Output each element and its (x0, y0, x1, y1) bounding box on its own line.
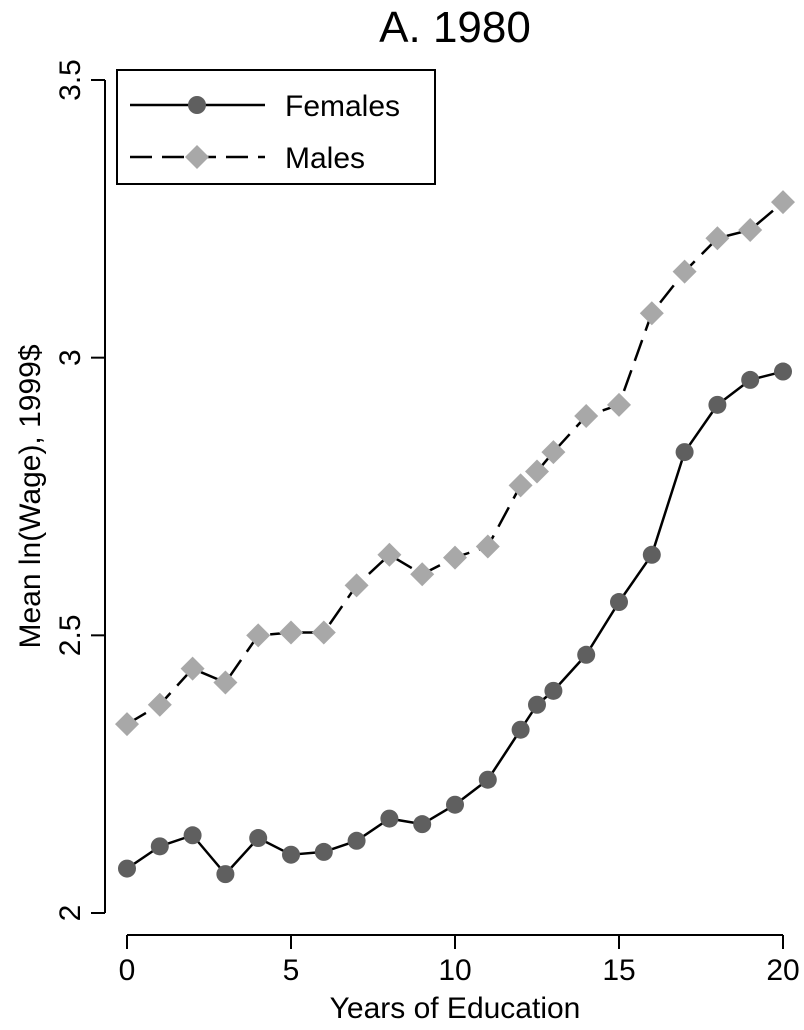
data-point-females (150, 837, 169, 856)
data-point-males (180, 656, 205, 681)
data-point-females (642, 545, 661, 564)
data-point-males (377, 542, 402, 567)
data-point-females (528, 695, 546, 714)
data-point-females (249, 829, 268, 848)
series-layer (115, 190, 795, 884)
data-point-males (443, 545, 467, 570)
data-point-females (544, 681, 563, 700)
axes: 2 2.5 3 3.5 0 5 10 15 20 (54, 59, 800, 987)
data-point-males (115, 712, 139, 737)
legend-marker-females (188, 96, 206, 114)
data-point-females (413, 815, 432, 834)
legend: Females Males (116, 69, 436, 185)
x-tick-label: 0 (119, 954, 136, 987)
y-tick-label: 2.5 (54, 614, 87, 656)
y-tick-label: 3.5 (54, 59, 87, 101)
data-point-females (774, 362, 792, 381)
y-tick-label: 3 (54, 349, 87, 366)
data-point-males (639, 301, 664, 326)
series-line-males (126, 201, 784, 726)
data-point-males (738, 217, 763, 242)
legend-marker-males (185, 145, 209, 169)
data-point-males (508, 473, 533, 498)
data-point-females (741, 370, 760, 389)
data-point-males (771, 190, 795, 215)
x-tick-label: 15 (602, 954, 635, 987)
data-point-males (213, 670, 238, 695)
x-axis-label: Years of Education (330, 992, 581, 1025)
series-males (115, 190, 795, 737)
x-tick-label: 5 (283, 954, 300, 987)
legend-box (116, 69, 436, 185)
data-point-males (541, 440, 566, 465)
legend-label-females: Females (285, 90, 400, 123)
data-point-females (118, 859, 136, 878)
series-line-females (126, 370, 784, 876)
data-point-males (607, 392, 631, 417)
data-point-females (282, 845, 300, 864)
y-axis-label: Mean ln(Wage), 1999$ (14, 344, 47, 648)
y-tick-label: 2 (54, 905, 87, 922)
data-point-females (675, 443, 694, 462)
data-point-females (380, 809, 399, 828)
data-point-females (708, 395, 727, 414)
data-point-males (475, 534, 500, 559)
x-tick-label: 10 (438, 954, 471, 987)
chart-title: A. 1980 (379, 3, 531, 52)
data-point-males (147, 692, 172, 717)
data-point-females (446, 795, 464, 814)
data-point-females (511, 720, 530, 739)
data-point-males (279, 620, 303, 645)
data-point-males (311, 620, 336, 645)
x-tick-label: 20 (766, 954, 799, 987)
data-point-males (344, 573, 369, 598)
data-point-females (610, 593, 628, 612)
data-point-females (478, 770, 497, 789)
data-point-males (672, 259, 697, 284)
data-point-males (246, 623, 271, 648)
data-point-males (525, 459, 549, 484)
data-point-females (347, 831, 366, 850)
data-point-females (314, 842, 333, 861)
data-point-females (577, 645, 596, 664)
series-females (118, 362, 792, 884)
legend-label-males: Males (285, 142, 365, 175)
data-point-males (410, 562, 435, 587)
data-point-females (216, 865, 235, 884)
data-point-males (574, 403, 599, 428)
data-point-females (183, 826, 202, 845)
data-point-males (705, 226, 730, 251)
